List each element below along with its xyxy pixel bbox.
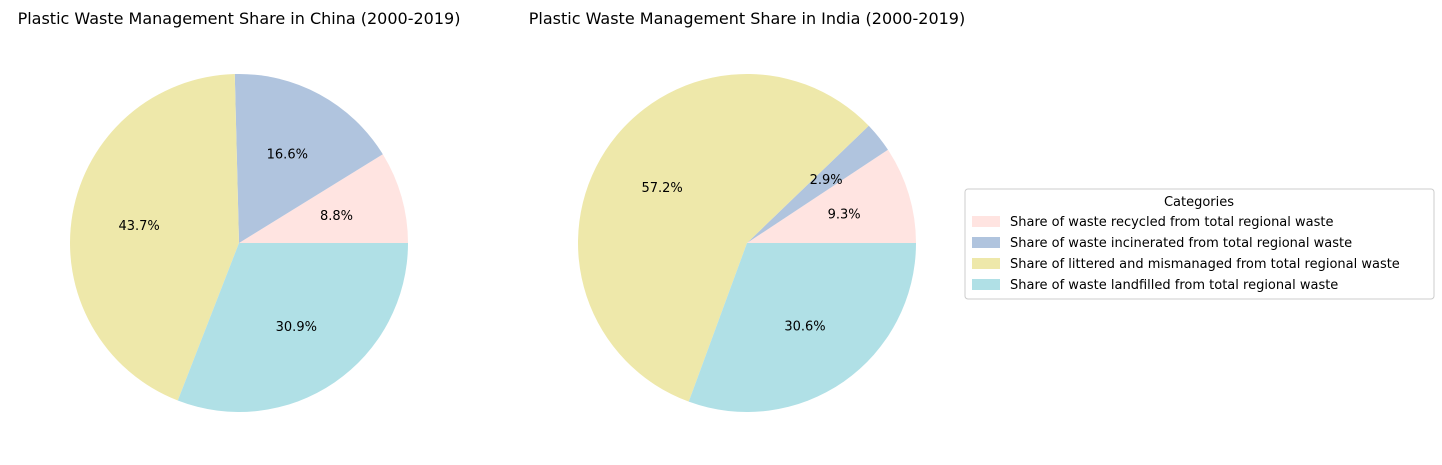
legend-entry-littered: Share of littered and mismanaged from to… [972, 257, 1400, 272]
legend-swatch-incinerated [972, 237, 1000, 248]
legend-label-littered: Share of littered and mismanaged from to… [1010, 257, 1400, 272]
pie-slices-india [578, 74, 916, 413]
pie-slice-china-littered [69, 74, 239, 401]
pie-chart-india: Plastic Waste Management Share in India … [529, 9, 965, 413]
legend-title: Categories [1164, 195, 1234, 210]
pie-slice-china-landfilled [177, 243, 408, 412]
pie-slice-india-landfilled [688, 243, 916, 413]
legend-entry-landfilled: Share of waste landfilled from total reg… [972, 278, 1338, 293]
legend-label-landfilled: Share of waste landfilled from total reg… [1010, 278, 1338, 293]
chart-title-india: Plastic Waste Management Share in India … [529, 9, 965, 28]
pie-labels-india: 9.3% 2.9% 57.2% 30.6% [641, 173, 860, 335]
legend-label-recycled: Share of waste recycled from total regio… [1010, 215, 1333, 230]
pie-label-india-incinerated: 2.9% [810, 173, 843, 188]
legend-entry-recycled: Share of waste recycled from total regio… [972, 215, 1333, 230]
pie-label-india-landfilled: 30.6% [784, 320, 825, 335]
legend-frame [964, 188, 1435, 300]
pie-slice-india-incinerated [747, 125, 888, 243]
pie-label-china-littered: 43.7% [118, 219, 159, 234]
pie-label-china-landfilled: 30.9% [276, 320, 317, 335]
legend: Categories Share of waste recycled from … [964, 188, 1435, 300]
pie-slice-india-littered [578, 74, 869, 402]
pie-chart-china: Plastic Waste Management Share in China … [18, 9, 461, 412]
pie-labels-china: 8.8% 16.6% 43.7% 30.9% [118, 147, 353, 335]
pie-slice-india-recycled [747, 149, 916, 243]
pie-slices-china [69, 73, 408, 412]
legend-swatch-littered [972, 258, 1000, 269]
legend-label-incinerated: Share of waste incinerated from total re… [1010, 236, 1352, 251]
legend-swatch-landfilled [972, 279, 1000, 290]
pie-label-india-recycled: 9.3% [828, 207, 861, 222]
legend-entry-incinerated: Share of waste incinerated from total re… [972, 236, 1352, 251]
pie-slice-china-recycled [239, 154, 408, 243]
pie-label-china-recycled: 8.8% [320, 209, 353, 224]
legend-swatch-recycled [972, 216, 1000, 227]
pie-label-india-littered: 57.2% [641, 181, 682, 196]
pie-slice-china-incinerated [234, 73, 383, 243]
pie-label-china-incinerated: 16.6% [267, 147, 308, 162]
chart-title-china: Plastic Waste Management Share in China … [18, 9, 461, 28]
